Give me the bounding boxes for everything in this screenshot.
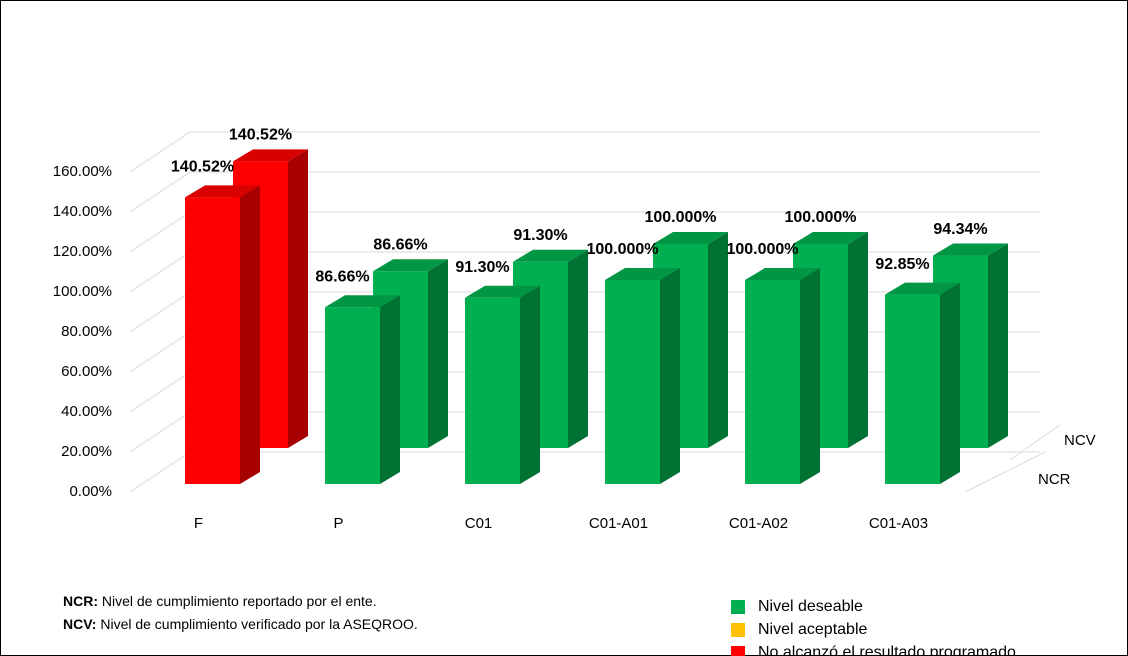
depth-line (1009, 424, 1061, 461)
value-label: 91.30% (513, 227, 567, 244)
bar-top (653, 232, 728, 244)
value-label: 91.30% (455, 259, 509, 276)
x-tick-label: F (194, 515, 203, 532)
bar-side (660, 268, 680, 484)
y-tick-label: 60.00% (61, 363, 112, 380)
y-tick-label: 160.00% (53, 163, 112, 180)
legend: Nivel deseable Nivel aceptable No alcanzó … (731, 598, 1016, 656)
x-tick-label: C01 (465, 515, 493, 532)
note-term: NCV: (63, 616, 96, 632)
value-label: 100.000% (726, 241, 798, 258)
y-tick-label: 0.00% (69, 483, 112, 500)
value-label: 100.000% (586, 241, 658, 258)
bar-side (568, 249, 588, 448)
depth-line (964, 451, 1046, 493)
value-label: 92.85% (875, 256, 929, 273)
value-label: 100.000% (644, 209, 716, 226)
bar-top (325, 295, 400, 308)
bar-top (233, 149, 308, 162)
bar-side (848, 232, 868, 448)
bar-side (940, 282, 960, 484)
note: NCR: Nivel de cumplimiento reportado por… (63, 593, 377, 609)
legend-label: Nivel aceptable (758, 621, 868, 638)
bar-side (708, 232, 728, 448)
x-tick-label: C01-A01 (589, 515, 648, 532)
x-tick-label: C01-A02 (729, 515, 788, 532)
note-term: NCR: (63, 593, 98, 609)
bar-side (428, 259, 448, 448)
note: NCV: Nivel de cumplimiento verificado po… (63, 616, 418, 632)
bar-top (933, 243, 1008, 256)
bar-side (288, 149, 308, 448)
value-label: 86.66% (315, 268, 369, 285)
x-tick-label: C01-A03 (869, 515, 928, 532)
depth-label: NCR (1038, 471, 1071, 488)
value-label: 140.52% (229, 127, 292, 144)
bar-top (513, 249, 588, 262)
y-tick-label: 80.00% (61, 323, 112, 340)
bar (885, 294, 940, 484)
grid-line (129, 171, 1040, 213)
bar-top (605, 268, 680, 280)
y-tick-label: 140.00% (53, 203, 112, 220)
bar-side (988, 243, 1008, 448)
value-label: 86.66% (373, 236, 427, 253)
y-tick-label: 120.00% (53, 243, 112, 260)
note-text: Nivel de cumplimiento verificado por la … (96, 616, 417, 632)
bar-side (800, 268, 820, 484)
y-tick-label: 40.00% (61, 403, 112, 420)
bar-side (380, 295, 400, 484)
legend-label: No alcanzó el resultado programado (758, 644, 1016, 656)
bar-side (240, 185, 260, 484)
legend-swatch (731, 600, 745, 614)
bar-top (745, 268, 820, 280)
bar-top (185, 185, 260, 198)
value-label: 94.34% (933, 221, 987, 238)
depth-label: NCV (1064, 432, 1096, 449)
y-tick-label: 20.00% (61, 443, 112, 460)
value-label: 140.52% (171, 159, 234, 176)
y-tick-label: 100.00% (53, 283, 112, 300)
bar (185, 197, 240, 484)
bar-top (793, 232, 868, 244)
note-text: Nivel de cumplimiento reportado por el e… (98, 593, 377, 609)
legend-swatch (731, 623, 745, 637)
bar (605, 280, 660, 484)
bar (745, 280, 800, 484)
value-label: 100.000% (784, 209, 856, 226)
x-tick-label: P (333, 515, 343, 532)
bar-top (465, 285, 540, 298)
bar (465, 297, 520, 484)
legend-swatch (731, 646, 745, 656)
bar-top (885, 282, 960, 295)
bars: 140.52% 86.66% 91.30% 100.000% 100.000% 94.34… (171, 127, 1008, 484)
bar-side (520, 285, 540, 484)
grid-line (129, 131, 1040, 173)
legend-label: Nivel deseable (758, 598, 863, 615)
bar-top (373, 259, 448, 272)
bar (325, 307, 380, 484)
